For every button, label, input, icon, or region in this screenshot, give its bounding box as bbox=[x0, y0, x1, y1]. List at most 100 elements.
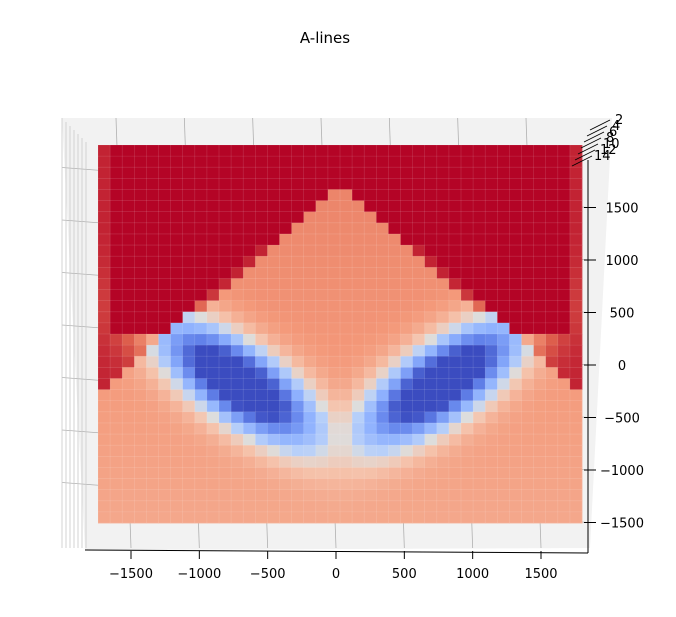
surface-cell bbox=[219, 178, 232, 190]
surface-cell bbox=[327, 267, 341, 279]
surface-cell bbox=[122, 511, 135, 524]
surface-cell bbox=[291, 189, 305, 201]
x-tick-label: −1500 bbox=[109, 567, 153, 582]
surface-cell bbox=[267, 378, 280, 390]
surface-cell bbox=[279, 456, 292, 468]
surface-cell bbox=[424, 233, 438, 246]
surface-cell bbox=[110, 222, 123, 235]
surface-cell bbox=[557, 334, 571, 346]
surface-cell bbox=[340, 422, 353, 435]
surface-cell bbox=[557, 278, 571, 290]
surface-cell bbox=[533, 233, 547, 246]
surface-cell bbox=[122, 322, 135, 335]
surface-cell bbox=[98, 233, 111, 246]
surface-cell bbox=[473, 345, 486, 357]
surface-cell bbox=[473, 389, 486, 402]
surface-cell bbox=[158, 278, 171, 290]
surface-cell bbox=[569, 467, 583, 479]
surface-cell bbox=[315, 278, 329, 290]
surface-cell bbox=[194, 411, 208, 424]
x-tick-label: −1000 bbox=[177, 567, 221, 582]
surface-cell bbox=[315, 400, 329, 413]
surface-cell bbox=[557, 367, 571, 379]
surface-cell bbox=[448, 422, 462, 435]
surface-cell bbox=[533, 267, 547, 279]
surface-cell bbox=[122, 300, 135, 313]
surface-cell bbox=[388, 200, 401, 213]
surface-cell bbox=[279, 267, 292, 279]
surface-cell bbox=[497, 367, 510, 379]
surface-cell bbox=[461, 334, 474, 346]
surface-cell bbox=[448, 411, 462, 424]
surface-cell bbox=[219, 278, 232, 290]
surface-cell bbox=[110, 322, 123, 335]
surface-cell bbox=[352, 267, 365, 279]
surface-cell bbox=[400, 467, 413, 479]
surface-cell bbox=[533, 389, 547, 402]
surface-cell bbox=[110, 378, 123, 390]
surface-cell bbox=[255, 322, 268, 335]
surface-cell bbox=[340, 200, 353, 213]
surface-cell bbox=[315, 345, 329, 357]
surface-cell bbox=[352, 334, 365, 346]
surface-cell bbox=[412, 233, 426, 246]
surface-cell bbox=[182, 400, 196, 413]
surface-cell bbox=[206, 356, 220, 368]
surface-cell bbox=[485, 300, 498, 313]
surface-cell bbox=[231, 322, 244, 335]
surface-cell bbox=[110, 400, 123, 413]
surface-cell bbox=[315, 434, 329, 446]
surface-cell bbox=[327, 245, 341, 257]
surface-cell bbox=[206, 178, 220, 190]
surface-cell bbox=[436, 367, 450, 379]
surface-cell bbox=[219, 256, 232, 268]
surface-cell bbox=[243, 256, 256, 268]
surface-cell bbox=[134, 422, 147, 435]
surface-cell bbox=[291, 378, 305, 390]
surface-cell bbox=[497, 511, 510, 524]
surface-cell bbox=[485, 200, 498, 213]
surface-cell bbox=[569, 389, 583, 402]
surface-cell bbox=[110, 189, 123, 201]
surface-cell bbox=[122, 478, 135, 491]
surface-cell bbox=[400, 145, 413, 157]
surface-cell bbox=[436, 422, 450, 435]
surface-cell bbox=[569, 300, 583, 313]
surface-cell bbox=[533, 211, 547, 224]
surface-cell bbox=[327, 233, 341, 246]
surface-cell bbox=[303, 478, 317, 491]
surface-cell bbox=[303, 245, 317, 257]
surface-cell bbox=[424, 311, 438, 324]
surface-cell bbox=[122, 434, 135, 446]
surface-cell bbox=[327, 356, 341, 368]
surface-cell bbox=[509, 434, 522, 446]
surface-cell bbox=[376, 233, 389, 246]
surface-cell bbox=[448, 489, 462, 502]
surface-cell bbox=[267, 256, 280, 268]
surface-cell bbox=[315, 478, 329, 491]
surface-cell bbox=[424, 334, 438, 346]
surface-cell bbox=[400, 356, 413, 368]
surface-cell bbox=[122, 178, 135, 190]
surface-cell bbox=[279, 222, 292, 235]
surface-cell bbox=[376, 389, 389, 402]
surface-cell bbox=[400, 211, 413, 224]
surface-cell bbox=[412, 289, 426, 302]
surface-cell bbox=[267, 489, 280, 502]
surface-cell bbox=[110, 289, 123, 302]
surface-cell bbox=[473, 356, 486, 368]
surface-cell bbox=[376, 345, 389, 357]
surface-cell bbox=[400, 322, 413, 335]
surface-cell bbox=[194, 233, 208, 246]
surface-cell bbox=[267, 467, 280, 479]
surface-cell bbox=[98, 389, 111, 402]
surface-cell bbox=[509, 256, 522, 268]
z-tick-label: 6 bbox=[609, 125, 617, 140]
surface-cell bbox=[243, 222, 256, 235]
surface-cell bbox=[219, 367, 232, 379]
surface-cell bbox=[231, 200, 244, 213]
surface-cell bbox=[461, 411, 474, 424]
surface-cell bbox=[352, 211, 365, 224]
surface-cell bbox=[485, 511, 498, 524]
surface-cell bbox=[231, 245, 244, 257]
